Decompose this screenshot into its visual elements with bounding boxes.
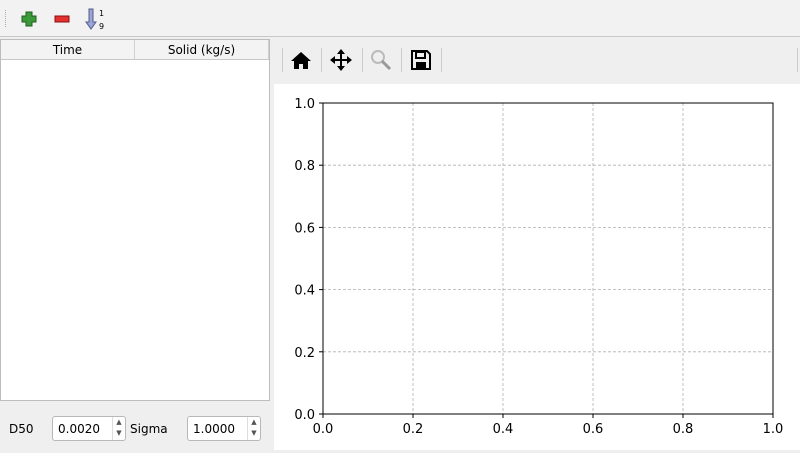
sort-digit-top: 1 bbox=[99, 9, 104, 18]
d50-label: D50 bbox=[9, 422, 34, 436]
sort-button[interactable]: 1 9 bbox=[82, 6, 108, 32]
add-row-button[interactable] bbox=[16, 6, 42, 32]
chart[interactable]: 0.0 0.2 0.4 0.6 0.8 1.0 0.0 0.2 0.4 0.6 0.8 1.0 bbox=[274, 84, 800, 450]
sigma-spinbox[interactable]: 1.0000 ▲ ▼ bbox=[187, 416, 261, 441]
sigma-stepper[interactable]: ▲ ▼ bbox=[247, 417, 260, 440]
d50-value: 0.0020 bbox=[58, 422, 100, 436]
x-tick-label: 0.0 bbox=[313, 422, 334, 437]
table-header: Time Solid (kg/s) bbox=[1, 40, 269, 60]
data-table[interactable]: Time Solid (kg/s) bbox=[0, 39, 270, 401]
y-tick-label: 0.0 bbox=[294, 408, 315, 423]
sigma-label: Sigma bbox=[130, 422, 168, 436]
remove-row-button[interactable] bbox=[49, 6, 75, 32]
sort-ascending-icon: 1 9 bbox=[85, 8, 104, 31]
y-tick-label: 1.0 bbox=[294, 97, 315, 112]
column-header-time[interactable]: Time bbox=[1, 40, 135, 59]
axes-frame bbox=[322, 102, 774, 415]
pan-button[interactable] bbox=[326, 46, 356, 74]
column-header-solid[interactable]: Solid (kg/s) bbox=[135, 40, 269, 59]
x-tick-label: 0.4 bbox=[493, 422, 514, 437]
save-icon bbox=[411, 50, 431, 70]
zoom-button[interactable] bbox=[366, 46, 396, 74]
pan-icon bbox=[330, 49, 352, 71]
home-button[interactable] bbox=[286, 46, 316, 74]
d50-stepper[interactable]: ▲ ▼ bbox=[112, 417, 125, 440]
y-tick-label: 0.6 bbox=[294, 221, 315, 236]
parameters-panel: D50 0.0020 ▲ ▼ Sigma 1.0000 ▲ ▼ bbox=[0, 410, 272, 450]
x-tick-label: 0.2 bbox=[403, 422, 424, 437]
minus-icon bbox=[54, 15, 70, 23]
plot-toolbar bbox=[274, 39, 800, 82]
main-toolbar: 1 9 bbox=[0, 0, 800, 37]
home-icon bbox=[291, 52, 311, 69]
save-button[interactable] bbox=[406, 46, 436, 74]
x-tick-label: 0.8 bbox=[673, 422, 694, 437]
x-tick-label: 1.0 bbox=[763, 422, 784, 437]
plot-figure[interactable]: 0.0 0.2 0.4 0.6 0.8 1.0 0.0 0.2 0.4 0.6 0.8 1.0 bbox=[274, 84, 800, 450]
toolbar-grip[interactable] bbox=[5, 10, 8, 27]
y-tick-label: 0.4 bbox=[294, 284, 315, 299]
zoom-icon bbox=[371, 50, 392, 71]
y-tick-label: 0.2 bbox=[294, 346, 315, 361]
x-tick-label: 0.6 bbox=[583, 422, 604, 437]
sigma-value: 1.0000 bbox=[193, 422, 235, 436]
sort-digit-bottom: 9 bbox=[99, 22, 104, 31]
y-tick-label: 0.8 bbox=[294, 159, 315, 174]
d50-spinbox[interactable]: 0.0020 ▲ ▼ bbox=[52, 416, 126, 441]
plus-icon bbox=[21, 11, 37, 27]
